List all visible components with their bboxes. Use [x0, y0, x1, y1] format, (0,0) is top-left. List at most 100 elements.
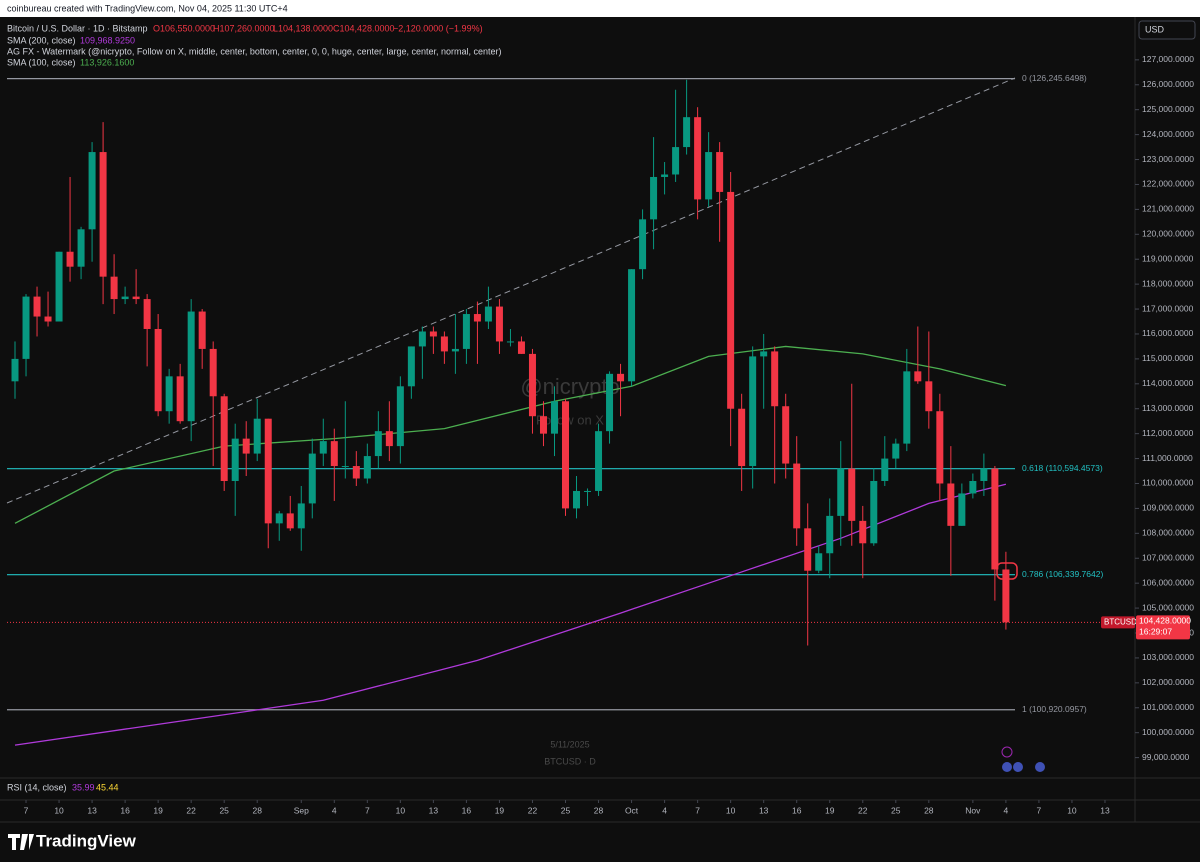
candle-body	[165, 376, 173, 412]
candle-body	[716, 152, 724, 192]
event-icon[interactable]	[1035, 762, 1045, 772]
y-tick-label: 109,000.0000	[1142, 503, 1194, 513]
candle-body	[517, 341, 525, 354]
candle-body	[628, 269, 636, 382]
candle-body	[264, 418, 272, 524]
candle-body	[584, 490, 592, 492]
watermark: @nicrypto	[520, 374, 619, 399]
y-tick-label: 117,000.0000	[1142, 303, 1194, 313]
legend-series: SMA (200, close)	[7, 35, 76, 45]
candle-body	[99, 152, 107, 277]
candle-body	[341, 466, 349, 468]
legend-series: SMA (100, close)	[7, 57, 76, 67]
y-tick-label: 99,000.0000	[1142, 752, 1190, 762]
last-price-label: 104,428.0000	[1139, 616, 1191, 626]
legend-change: −2,120.0000 (−1.99%)	[393, 23, 483, 33]
candle-body	[749, 356, 757, 467]
candle-body	[936, 411, 944, 484]
y-tick-label: 106,000.0000	[1142, 577, 1194, 587]
x-tick-label: 4	[1004, 805, 1009, 815]
legend-open: O106,550.0000	[153, 23, 215, 33]
legend-high: H107,260.0000	[213, 23, 275, 33]
candle-body	[639, 219, 647, 270]
candle-body	[275, 513, 283, 524]
candle-body	[110, 276, 118, 300]
candle-body	[760, 351, 768, 357]
candle-body	[286, 513, 294, 529]
candle-body	[209, 348, 217, 397]
caption-bar	[0, 0, 1200, 17]
candle-body	[363, 456, 371, 479]
candle-body	[672, 147, 680, 175]
event-icon[interactable]	[1013, 762, 1023, 772]
candle-body	[727, 191, 735, 409]
candle-body	[947, 483, 955, 526]
y-tick-label: 125,000.0000	[1142, 104, 1194, 114]
candle-body	[176, 376, 184, 422]
candle-body	[1002, 569, 1010, 623]
x-tick-label: 28	[252, 805, 262, 815]
plot	[7, 78, 1015, 746]
caption: coinbureau created with TradingView.com,…	[7, 3, 288, 13]
currency-box[interactable]	[1138, 20, 1196, 40]
candle-body	[418, 331, 426, 347]
candle-body	[980, 468, 988, 481]
sma-line	[14, 483, 1007, 746]
x-tick-label: 7	[1037, 805, 1042, 815]
rsi-value: 35.99	[72, 782, 95, 792]
sma-line	[14, 345, 1007, 524]
y-tick-label: 119,000.0000	[1142, 253, 1194, 263]
candle-body	[297, 503, 305, 529]
last-price-tag	[1101, 616, 1135, 629]
y-tick-label: 100,000.0000	[1142, 727, 1194, 737]
candle-body	[528, 353, 536, 417]
logo-mark	[8, 834, 34, 850]
candle-body	[330, 441, 338, 467]
candle-body	[661, 174, 669, 177]
candle-body	[595, 431, 603, 491]
candle-body	[958, 493, 966, 526]
candle-body	[870, 480, 878, 544]
y-tick-label: 101,000.0000	[1142, 702, 1194, 712]
candle-body	[352, 466, 360, 479]
currency[interactable]: USD	[1145, 24, 1165, 34]
candle-body	[484, 306, 492, 322]
x-tick-label: 10	[54, 805, 64, 815]
last-price-countdown: 16:29:07	[1139, 627, 1172, 637]
y-tick-label: 111,000.0000	[1142, 453, 1193, 463]
event-icon[interactable]	[1001, 746, 1013, 758]
x-tick-label: 19	[825, 805, 835, 815]
candle-body	[77, 229, 85, 267]
y-tick-label: 120,000.0000	[1142, 229, 1194, 239]
candle-body	[440, 336, 448, 352]
candle-body	[859, 520, 867, 544]
candle-body	[738, 408, 746, 467]
candle-body	[308, 453, 316, 504]
candle-body	[539, 416, 547, 434]
candle-body	[407, 346, 415, 387]
y-tick-label: 102,000.0000	[1142, 677, 1194, 687]
trend-line	[6, 77, 1016, 504]
x-tick-label: 7	[695, 805, 700, 815]
candle-body	[506, 341, 514, 343]
level-label: 1 (100,920.0957)	[1022, 704, 1087, 714]
candle-body	[66, 251, 74, 267]
candle-body	[617, 373, 625, 382]
y-tick-label: 124,000.0000	[1142, 129, 1194, 139]
legend-series-value: 113,926.1600	[80, 57, 134, 67]
candle-body	[231, 438, 239, 481]
candle-body	[11, 358, 19, 382]
y-tick-label: 118,000.0000	[1142, 278, 1194, 288]
event-icon[interactable]	[1002, 762, 1012, 772]
legend-indicator: AG FX - Watermark (@nicrypto, Follow on …	[7, 46, 502, 56]
x-tick-label: 10	[396, 805, 406, 815]
candle-body	[903, 371, 911, 444]
candle-body	[495, 306, 503, 342]
legend-title: Bitcoin / U.S. Dollar · 1D · Bitstamp	[7, 23, 148, 33]
candle-body	[451, 348, 459, 352]
y-tick-label: 123,000.0000	[1142, 154, 1194, 164]
candle-body	[925, 381, 933, 412]
x-tick-label: 16	[120, 805, 130, 815]
x-tick-label: 10	[1067, 805, 1077, 815]
